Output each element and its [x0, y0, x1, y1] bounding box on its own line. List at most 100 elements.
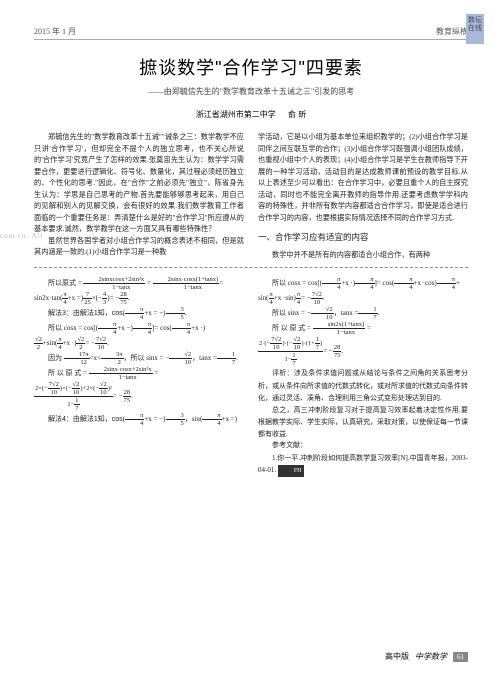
- t: 所 以 原 式 =: [48, 369, 87, 377]
- t: = cos: [154, 324, 169, 332]
- footer-level: 高中版: [385, 651, 409, 662]
- t: ×: [92, 294, 96, 302]
- math-columns: 所以原式 = 2sinxcosx+2sin²x1−tanx = 2sinx·co…: [34, 276, 468, 481]
- t: 3π: [101, 351, 124, 359]
- t: √2: [72, 381, 81, 389]
- body-para: 学活动，它是以小组为基本单位来组织教学的；(2)小组合作学习是同伴之间互联互学的…: [258, 132, 468, 224]
- t: √2: [169, 351, 192, 359]
- t: π: [133, 321, 152, 329]
- t: 4: [125, 314, 144, 321]
- t: π: [437, 276, 456, 284]
- t: 所以 cosx = cos: [48, 324, 93, 332]
- t: +2×: [83, 385, 94, 392]
- t: 2sinx·cosx+2sin²x: [89, 366, 153, 374]
- t: +x −: [117, 324, 130, 332]
- t: 28: [333, 344, 342, 352]
- t: 7√2: [95, 336, 107, 344]
- t: 7: [315, 344, 320, 351]
- author-name: 俞 昕: [288, 110, 306, 119]
- t: +x =: [68, 294, 81, 302]
- math-left: 所以原式 = 2sinxcosx+2sin²x1−tanx = 2sinx·co…: [34, 276, 244, 477]
- t: = cos: [377, 279, 392, 287]
- watermark: com.cn. All: [0, 232, 43, 240]
- t: 75: [123, 397, 132, 404]
- t: 1−tanx: [89, 374, 153, 381]
- body-columns: 郑毓信先生的"数学教育改革十五诫""诫条之三：数学教学不应只讲'合作学习'，但却…: [34, 132, 468, 261]
- t: 1−: [285, 356, 292, 363]
- t: = −: [85, 339, 95, 347]
- t: 75: [119, 299, 128, 306]
- dashed-divider: [34, 267, 468, 268]
- t: 10: [99, 389, 108, 396]
- t: ，sin: [185, 415, 200, 423]
- t: √2: [293, 336, 302, 344]
- right-column: 学活动，它是以小组为基本单位来组织教学的；(2)小组合作学习是同伴之间互联互学的…: [258, 132, 468, 261]
- t: 5: [166, 314, 185, 321]
- t: 7√2: [270, 336, 282, 344]
- t: 3: [166, 412, 185, 420]
- t: 10: [311, 314, 334, 321]
- t: 12: [64, 359, 90, 366]
- t: π: [172, 321, 191, 329]
- t: sin2x·tan: [34, 294, 60, 302]
- footer: 高中版 中学数学 61: [0, 651, 502, 662]
- t: 2sinx·cosx(1+tanx): [153, 276, 220, 284]
- body-para: 郑毓信先生的"数学教育改革十五诫""诫条之三：数学教学不应只讲'合作学习'，但却…: [34, 132, 244, 236]
- t: π: [322, 276, 341, 284]
- t: 所 以 原 式 =: [272, 324, 311, 332]
- t: 25: [83, 299, 92, 306]
- t: +x = −: [144, 415, 163, 423]
- t: 7: [83, 291, 92, 299]
- t: sin: [258, 294, 266, 302]
- t: √2: [76, 336, 85, 344]
- analysis-label: 评析：: [272, 370, 294, 377]
- t: = −: [110, 294, 120, 302]
- t: +x ·: [191, 324, 203, 332]
- header-tag-line1: 数坛: [468, 16, 482, 24]
- t: 1: [291, 352, 296, 360]
- t: 2sinxcosx+2sin²x: [83, 276, 145, 284]
- t: 1: [315, 336, 320, 344]
- t: 1−: [67, 401, 74, 408]
- t: 5: [166, 420, 185, 427]
- math-right: 所以 cosx = cos[(π4+x ·)π4]= cos(π4+x ·cos…: [258, 276, 468, 477]
- header-date: 2015 年 1 月: [34, 26, 76, 37]
- t: 10: [169, 359, 192, 366]
- t: 28: [119, 291, 128, 299]
- t: √2: [99, 381, 108, 389]
- t: π: [394, 276, 413, 284]
- t: 4: [172, 329, 191, 336]
- t: 4: [133, 329, 152, 336]
- t: √2: [34, 336, 43, 344]
- t: 4: [394, 284, 413, 291]
- t: π: [125, 306, 144, 314]
- t: π: [98, 321, 117, 329]
- t: 4: [322, 284, 341, 291]
- t: +x ·: [341, 279, 353, 287]
- article-subtitle: ——由郑毓信先生的"数学教育改革十五诫之三"引发的思考: [34, 86, 468, 97]
- t: +x = −: [144, 309, 163, 317]
- t: 4: [125, 420, 144, 427]
- t: 1−tanx: [153, 284, 220, 291]
- header-section: 教育纵横: [436, 26, 468, 37]
- t: 4: [437, 284, 456, 291]
- t: 解法3：由解法1知，cos: [48, 310, 123, 317]
- t: 1: [74, 397, 79, 405]
- t: 7: [291, 360, 296, 367]
- t: +x =: [222, 415, 235, 423]
- t: 2: [34, 344, 43, 351]
- t: = −: [323, 347, 333, 355]
- t: 所以 cosx = cos: [272, 279, 317, 287]
- body-para: 虽然世界各国学者对小组合作学习的概念表述不相同，但是就其内涵是一致的.(1)小组…: [34, 236, 244, 259]
- reference-item: 1.你一平.冲刺阶段如何提高数学复习效率[N].中国青年报，2003-04-01…: [258, 452, 468, 477]
- t: 17π: [64, 351, 90, 359]
- t: +sin: [43, 339, 55, 347]
- t: 7: [217, 359, 236, 366]
- t: √2: [311, 306, 334, 314]
- t: 4: [102, 291, 107, 299]
- body-para: 数学中并不是所有的内容都适合小组合作，有两种: [258, 250, 468, 262]
- t: 4: [202, 420, 221, 427]
- t: = −: [113, 392, 123, 400]
- t: 2: [76, 344, 85, 351]
- left-column: 郑毓信先生的"数学教育改革十五诫""诫条之三：数学教学不应只讲'合作学习'，但却…: [34, 132, 244, 261]
